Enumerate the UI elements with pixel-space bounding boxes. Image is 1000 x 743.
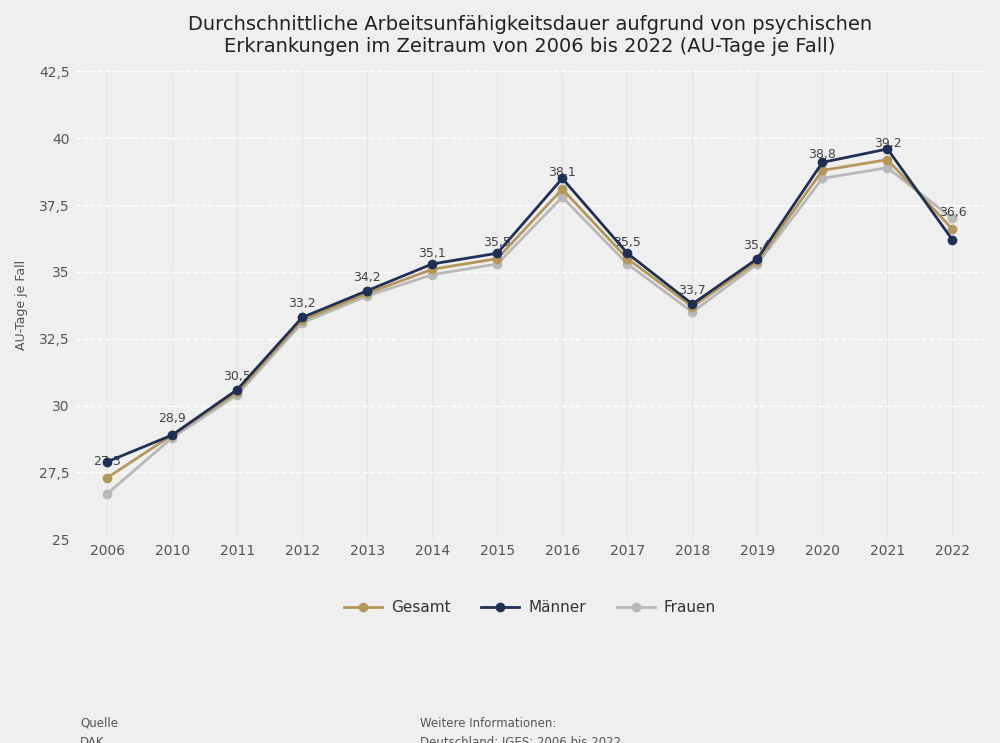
Text: Quelle
DAK
© Statista 2023: Quelle DAK © Statista 2023 [80,717,175,743]
Text: 33,2: 33,2 [288,297,316,311]
Title: Durchschnittliche Arbeitsunfähigkeitsdauer aufgrund von psychischen
Erkrankungen: Durchschnittliche Arbeitsunfähigkeitsdau… [188,15,872,56]
Text: 34,2: 34,2 [353,270,381,284]
Text: 35,5: 35,5 [483,236,511,249]
Text: 33,7: 33,7 [678,284,706,297]
Legend: Gesamt, Männer, Frauen: Gesamt, Männer, Frauen [337,594,722,621]
Text: 36,6: 36,6 [939,207,966,219]
Text: 30,5: 30,5 [223,369,251,383]
Text: 35,4: 35,4 [744,239,771,252]
Text: 35,1: 35,1 [418,247,446,259]
Text: 35,5: 35,5 [613,236,641,249]
Text: 27,3: 27,3 [93,455,121,468]
Text: 28,9: 28,9 [158,412,186,425]
Text: 39,2: 39,2 [874,137,901,150]
Y-axis label: AU-Tage je Fall: AU-Tage je Fall [15,260,28,351]
Text: Weitere Informationen:
Deutschland; IGES; 2006 bis 2022: Weitere Informationen: Deutschland; IGES… [420,717,621,743]
Text: 38,1: 38,1 [548,166,576,179]
Text: 38,8: 38,8 [808,148,836,160]
